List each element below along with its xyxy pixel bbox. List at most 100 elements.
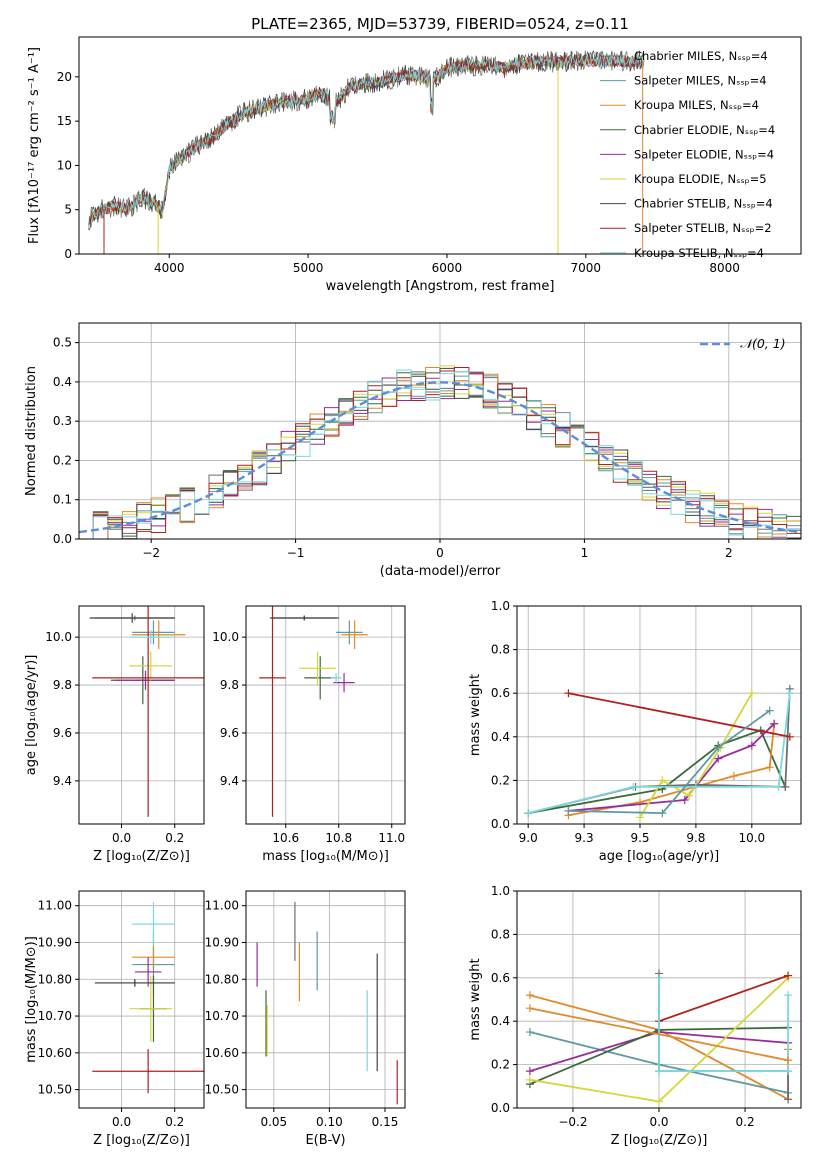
age-weight-line-7 bbox=[568, 709, 771, 815]
x-tick-label: 9.3 bbox=[575, 831, 594, 845]
y-tick-label: 10.90 bbox=[205, 935, 239, 949]
residuals-marks bbox=[79, 365, 801, 539]
z-mass-point bbox=[132, 946, 175, 969]
x-tick-label: 0.10 bbox=[316, 1115, 343, 1129]
y-tick-label: 10.70 bbox=[205, 1009, 239, 1023]
age-weight-line-4 bbox=[527, 688, 791, 814]
axes-frame bbox=[78, 890, 205, 1109]
x-tick-label: 10.6 bbox=[272, 831, 299, 845]
age-weight-marker bbox=[785, 689, 794, 698]
legend-entry: Salpeter ELODIE, Nₛₛₚ=4 bbox=[634, 147, 774, 161]
mass-age-point bbox=[269, 615, 339, 621]
age-weight-marker bbox=[658, 809, 667, 818]
x-axis-label: wavelength [Angstrom, rest frame] bbox=[326, 279, 555, 294]
y-tick-label: 20 bbox=[57, 70, 72, 84]
mass-age-point bbox=[299, 651, 337, 686]
x-tick-label: 10.8 bbox=[325, 831, 352, 845]
z-age-point bbox=[132, 620, 186, 650]
x-tick-label: 8000 bbox=[709, 261, 740, 275]
y-tick-label: 1.0 bbox=[491, 884, 510, 898]
age-weight-marker bbox=[781, 782, 790, 791]
x-tick-label: 0.2 bbox=[165, 831, 184, 845]
z-mass-point bbox=[92, 1049, 204, 1094]
y-tick-label: 11.00 bbox=[205, 899, 239, 913]
x-tick-label: 6000 bbox=[432, 261, 463, 275]
x-axis-label: Z [log₁₀(Z/Z⊙)] bbox=[93, 849, 190, 864]
y-tick-label: 10.50 bbox=[38, 1083, 72, 1097]
y-tick-label: 9.8 bbox=[53, 678, 72, 692]
z-mass-point bbox=[129, 975, 173, 1042]
y-axis-label: mass [log₁₀(M/M⊙)] bbox=[24, 936, 39, 1063]
y-tick-label: 10.70 bbox=[38, 1009, 72, 1023]
mass-age-panel: 10.6 10.8 11.0 9.4 9.6 9.8 10.0 mass [log₁₀(M/M… bbox=[212, 605, 406, 864]
y-axis-label: Normed distribution bbox=[24, 366, 39, 496]
ebv-mass-marks bbox=[256, 902, 398, 1105]
y-axis-label: mass weight bbox=[468, 958, 483, 1040]
x-tick-label: 0.0 bbox=[649, 1115, 668, 1129]
z-age-point bbox=[92, 606, 204, 817]
mass-age-marks bbox=[259, 606, 368, 817]
y-tick-label: 0.5 bbox=[53, 336, 72, 350]
legend-entry: Chabrier ELODIE, Nₛₛₚ=4 bbox=[634, 123, 775, 137]
mass-age-point bbox=[330, 673, 342, 683]
y-tick-label: 0.0 bbox=[491, 1101, 510, 1115]
axes-frame bbox=[78, 36, 802, 255]
x-tick-label: 0.2 bbox=[736, 1115, 755, 1129]
age-weight-marker bbox=[747, 689, 756, 698]
z-age-point bbox=[132, 620, 175, 645]
y-tick-label: 9.4 bbox=[220, 774, 239, 788]
age-weight-marks bbox=[524, 684, 794, 822]
age-weight-marker bbox=[729, 772, 738, 781]
histogram-series-8 bbox=[79, 369, 801, 539]
axes-frame bbox=[245, 890, 406, 1109]
y-tick-label: 0.0 bbox=[491, 817, 510, 831]
y-tick-label: 10.0 bbox=[45, 630, 72, 644]
figure-title: PLATE=2365, MJD=53739, FIBERID=0524, z=0… bbox=[251, 15, 629, 33]
y-axis-label: Flux [fλ10⁻¹⁷ erg cm⁻² s⁻¹ A⁻¹] bbox=[27, 47, 42, 244]
age-weight-marker bbox=[770, 719, 779, 728]
y-tick-label: 0.6 bbox=[491, 971, 510, 985]
x-tick-label: 0 bbox=[436, 546, 444, 560]
age-weight-marker bbox=[785, 732, 794, 741]
x-tick-label: 9.5 bbox=[630, 831, 649, 845]
legend-entry: Kroupa MILES, Nₛₛₚ=4 bbox=[634, 98, 759, 112]
mass-age-point bbox=[336, 620, 363, 645]
x-axis-label: E(B-V) bbox=[305, 1133, 345, 1148]
x-tick-label: 0.05 bbox=[260, 1115, 287, 1129]
z-weight-marker bbox=[655, 1067, 663, 1076]
z-mass-point bbox=[134, 957, 162, 987]
x-tick-label: 0.2 bbox=[165, 1115, 184, 1129]
z-mass-point bbox=[94, 979, 175, 987]
axes-frame bbox=[78, 605, 205, 825]
z-weight-marker bbox=[525, 1004, 534, 1013]
x-tick-label: −2 bbox=[142, 546, 160, 560]
y-tick-label: 10.0 bbox=[212, 630, 239, 644]
z-age-point bbox=[116, 670, 175, 690]
spectrum-panel: 4000 5000 6000 7000 8000 0 5 10 15 20 wavelength [… bbox=[27, 36, 802, 294]
age-weight-marker bbox=[685, 791, 694, 800]
y-tick-label: 15 bbox=[57, 114, 72, 128]
x-tick-label: 9.8 bbox=[686, 831, 705, 845]
legend-entry: Salpeter MILES, Nₛₛₚ=4 bbox=[634, 74, 767, 88]
y-tick-label: 9.6 bbox=[53, 726, 72, 740]
x-axis-label: Z [log₁₀(Z/Z⊙)] bbox=[611, 1133, 708, 1148]
residuals-legend: 𝒩(0, 1) bbox=[700, 336, 786, 351]
y-tick-label: 0.4 bbox=[491, 730, 510, 744]
z-age-panel: 0.0 0.2 9.4 9.6 9.8 10.0 Z [log₁₀(Z/Z⊙)] age [l… bbox=[24, 605, 205, 864]
spectrum-series-8 bbox=[91, 54, 645, 223]
z-mass-panel: 0.0 0.2 10.50 10.60 10.70 10.80 10.90 11.00 Z [l… bbox=[24, 890, 205, 1148]
y-tick-label: 0.6 bbox=[491, 686, 510, 700]
z-mass-point bbox=[132, 902, 175, 947]
x-tick-label: 1 bbox=[581, 546, 589, 560]
age-weight-line-0 bbox=[528, 729, 787, 814]
y-tick-label: 10 bbox=[57, 158, 72, 172]
mass-age-point bbox=[259, 606, 286, 817]
z-age-point bbox=[129, 629, 173, 645]
age-weight-marker bbox=[747, 741, 756, 750]
x-tick-label: 7000 bbox=[571, 261, 602, 275]
age-weight-marker bbox=[774, 782, 783, 791]
y-tick-label: 10.60 bbox=[38, 1046, 72, 1060]
age-weight-marker bbox=[765, 763, 774, 772]
z-weight-marker bbox=[655, 1097, 663, 1106]
y-tick-label: 0.4 bbox=[53, 375, 72, 389]
